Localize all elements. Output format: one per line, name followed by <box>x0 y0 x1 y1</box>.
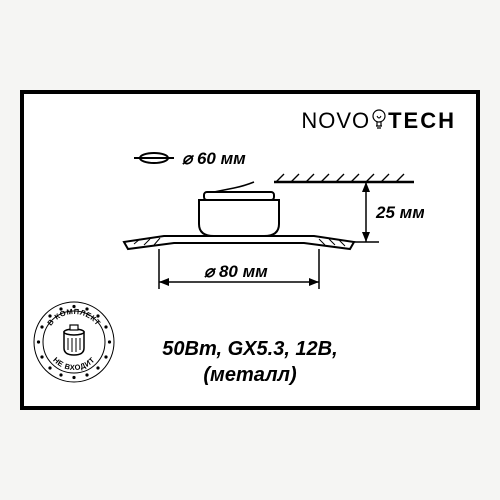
brand-logo: NOVO TECH <box>301 108 456 136</box>
spec-frame: NOVO TECH ⌀ 60 мм <box>20 90 480 410</box>
ceiling-line <box>274 174 414 182</box>
height-label: 25 мм <box>375 203 424 222</box>
fixture-body <box>124 192 354 249</box>
spec-line-1: 50Вт, GX5.3, 12В, <box>24 336 476 362</box>
diameter-label: ⌀ 80 мм <box>204 262 268 281</box>
bulb-icon <box>371 108 387 136</box>
spec-line-2: (металл) <box>24 362 476 388</box>
fixture-diagram: ⌀ 60 мм <box>104 144 424 324</box>
brand-right: TECH <box>388 108 456 133</box>
spec-text: 50Вт, GX5.3, 12В, (металл) <box>24 336 476 388</box>
mount-icon <box>134 153 174 163</box>
wire <box>214 182 254 192</box>
cutout-label: ⌀ 60 мм <box>182 149 246 168</box>
brand-left: NOVO <box>301 108 370 133</box>
